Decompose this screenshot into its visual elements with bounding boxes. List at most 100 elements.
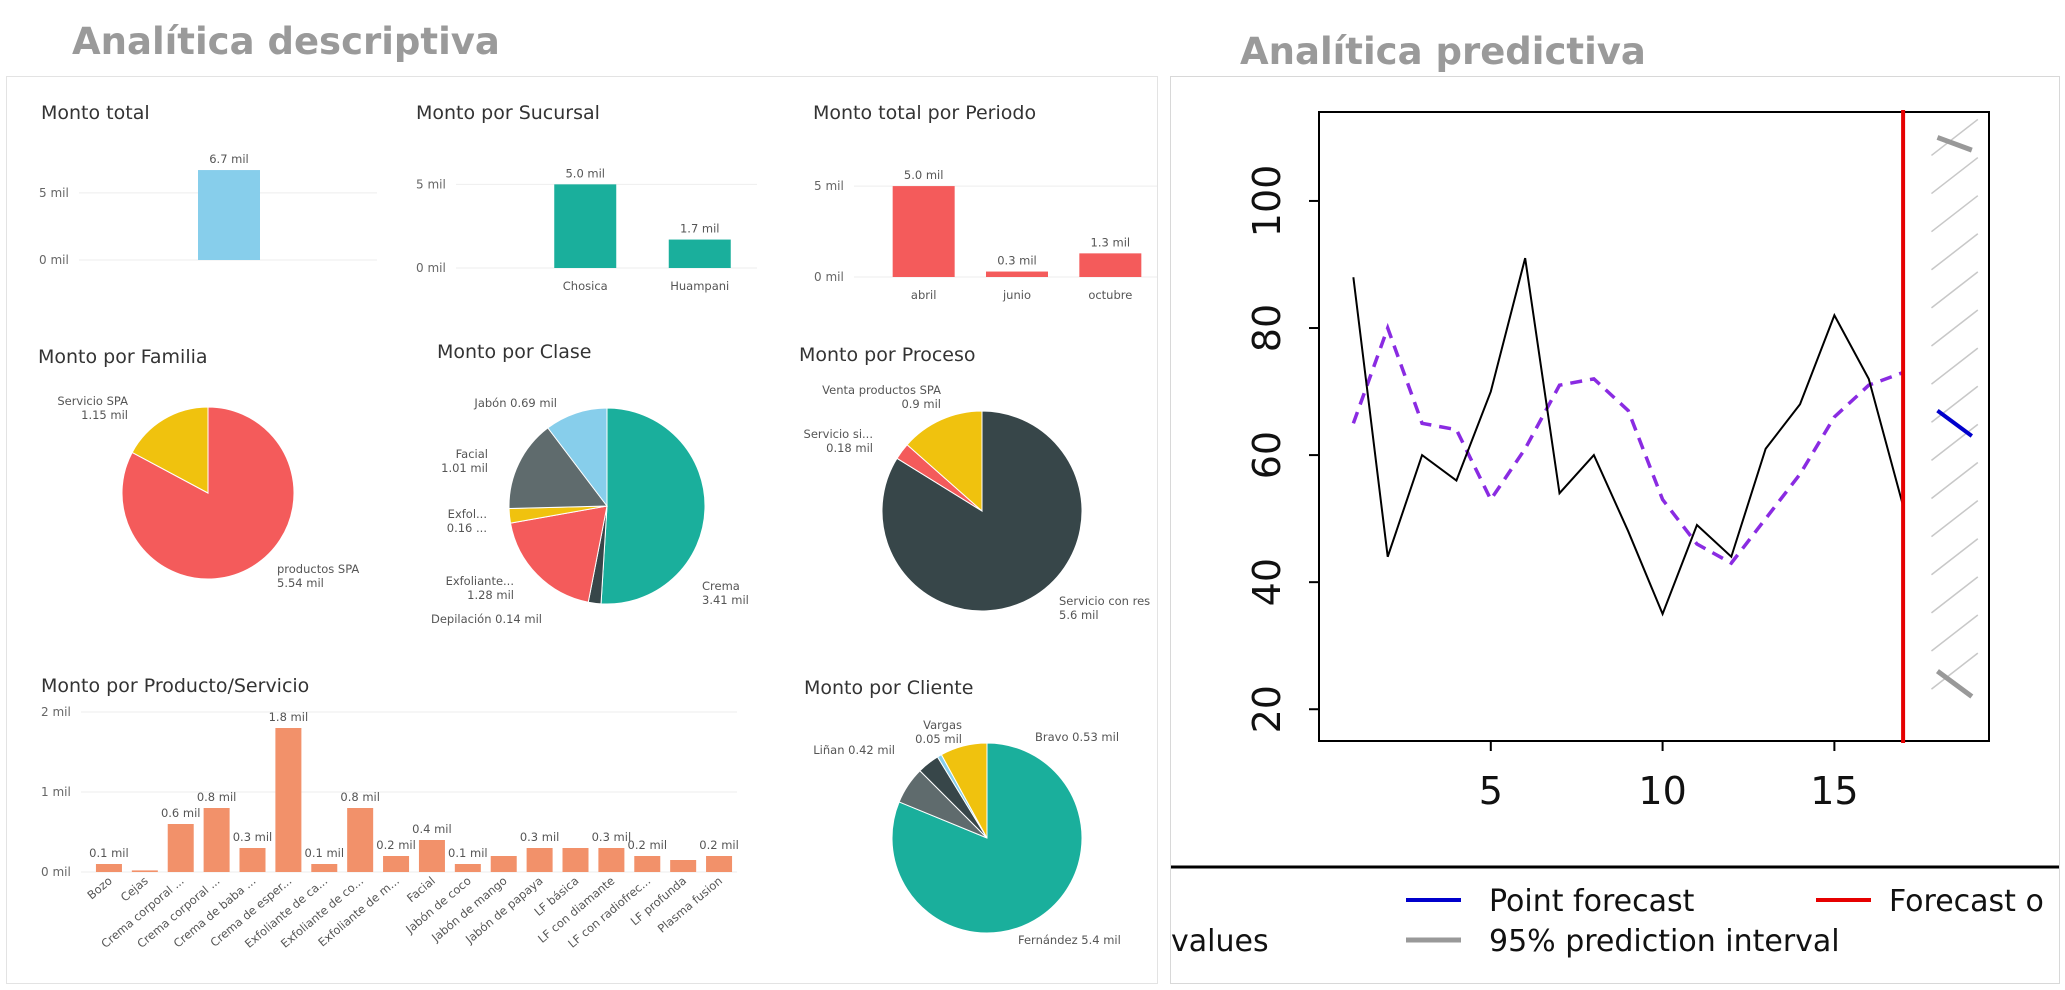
slice-label: Exfol... <box>448 507 487 521</box>
slice-value: 3.41 mil <box>702 593 749 607</box>
bar <box>383 856 410 872</box>
chart-title: Monto por Familia <box>38 346 208 368</box>
bar <box>95 864 122 872</box>
bar <box>670 860 697 872</box>
slice-label: Servicio si... <box>804 427 873 441</box>
data-label: 1.3 mil <box>1091 235 1131 249</box>
slice-label: Fernández 5.4 mil <box>1018 933 1121 947</box>
category-label: Chosica <box>563 279 608 293</box>
pie-slice <box>547 407 608 508</box>
interval-hatch <box>1931 233 1979 271</box>
x-tick-label: 5 <box>1479 769 1503 813</box>
y-tick-label: 80 <box>1245 304 1289 352</box>
data-label: 0.4 mil <box>412 822 452 836</box>
bar <box>554 184 617 268</box>
slice-value: 0.18 mil <box>826 441 873 455</box>
data-label: 0.2 mil <box>376 838 416 852</box>
category-label: Huampani <box>670 279 729 293</box>
data-label: 0.1 mil <box>448 846 488 860</box>
data-label: 5.0 mil <box>904 168 944 182</box>
category-label: Bozo <box>84 874 114 903</box>
slice-label: Venta productos SPA <box>822 383 941 397</box>
chart-title: Monto por Producto/Servicio <box>41 675 309 697</box>
data-label: 0.3 mil <box>997 254 1037 268</box>
descriptive-dashboard: Monto total 0 mil 5 mil 6.7 mil Monto por Su… <box>6 76 1158 984</box>
y-tick-label: 1 mil <box>41 785 71 799</box>
category-label: octubre <box>1088 288 1132 302</box>
slice-value: 0.9 mil <box>901 397 941 411</box>
data-label: 6.7 mil <box>209 152 249 166</box>
legend-values: values <box>1171 924 1269 959</box>
y-tick-label: 60 <box>1245 431 1289 479</box>
pie-slice <box>509 505 608 603</box>
data-label: 0.6 mil <box>161 806 201 820</box>
y-tick-label: 2 mil <box>41 705 71 719</box>
bar <box>706 856 733 872</box>
interval-lower <box>1935 669 1974 699</box>
category-label: abril <box>911 288 936 302</box>
interval-hatch <box>1931 538 1979 576</box>
y-tick-label: 0 mil <box>41 865 71 879</box>
chart-title: Monto total <box>41 102 150 124</box>
slice-label: Servicio SPA <box>57 394 128 408</box>
interval-upper <box>1936 135 1973 153</box>
slice-label: Servicio con res <box>1059 594 1150 608</box>
chart-title: Monto por Clase <box>437 341 592 363</box>
interval-hatch <box>1931 195 1979 233</box>
bar <box>490 856 517 872</box>
data-label: 0.3 mil <box>233 830 273 844</box>
pie-slice <box>131 406 209 494</box>
bar <box>634 856 661 872</box>
data-label: 0.8 mil <box>340 790 380 804</box>
slice-value: 5.6 mil <box>1059 608 1099 622</box>
bar <box>1079 253 1142 277</box>
bar <box>347 808 374 872</box>
slice-label: Bravo 0.53 mil <box>1035 730 1119 744</box>
bar <box>562 848 589 872</box>
interval-hatch <box>1931 423 1979 461</box>
chart-title: Monto por Cliente <box>804 677 973 699</box>
slice-label: productos SPA <box>277 562 359 576</box>
slice-label: Jabón 0.69 mil <box>473 396 557 410</box>
legend-point-forecast: Point forecast <box>1489 884 1695 919</box>
data-label: 0.2 mil <box>628 838 668 852</box>
descriptive-charts: Monto total 0 mil 5 mil 6.7 mil Monto por Su… <box>38 102 1157 951</box>
forecast-chart: 20 40 60 80 100 5 10 15 Point forecast Forecast o… <box>1171 110 2059 959</box>
data-label: 0.1 mil <box>305 846 345 860</box>
slice-label: Crema <box>702 579 740 593</box>
y-tick-label: 20 <box>1245 685 1289 733</box>
descriptive-title: Analítica descriptiva <box>72 20 500 63</box>
data-label: 0.8 mil <box>197 790 237 804</box>
y-tick-label: 5 mil <box>416 177 446 191</box>
data-label: 1.7 mil <box>680 222 720 236</box>
slice-value: 0.16 ... <box>447 521 487 535</box>
bar <box>418 840 445 872</box>
y-tick-label: 0 mil <box>814 270 844 284</box>
bar <box>167 824 194 872</box>
bar <box>892 186 955 277</box>
data-label: 0.1 mil <box>89 846 129 860</box>
x-tick-label: 10 <box>1638 769 1686 813</box>
y-tick-label: 100 <box>1245 165 1289 238</box>
interval-hatch <box>1931 652 1979 690</box>
bar <box>526 848 553 872</box>
y-tick-label: 40 <box>1245 558 1289 606</box>
slice-value: 0.05 mil <box>915 732 962 746</box>
fitted-line <box>1351 322 1904 566</box>
pie-slice <box>600 407 706 605</box>
slice-label: Liñan 0.42 mil <box>813 743 895 757</box>
interval-hatch <box>1931 500 1979 538</box>
bar <box>986 271 1048 277</box>
pie-slice <box>940 742 988 839</box>
interval-hatch <box>1931 347 1979 385</box>
plot-frame <box>1318 111 1990 742</box>
pie-slice <box>508 427 608 510</box>
interval-hatch <box>1931 156 1979 195</box>
slice-value: 1.28 mil <box>467 588 514 602</box>
data-label: 0.3 mil <box>592 830 632 844</box>
observed-line <box>1352 257 1905 617</box>
predictive-panel: 20 40 60 80 100 5 10 15 Point forecast Forecast o… <box>1170 76 2060 984</box>
bar <box>275 728 302 872</box>
data-label: 0.3 mil <box>520 830 560 844</box>
interval-hatch <box>1931 118 1979 157</box>
